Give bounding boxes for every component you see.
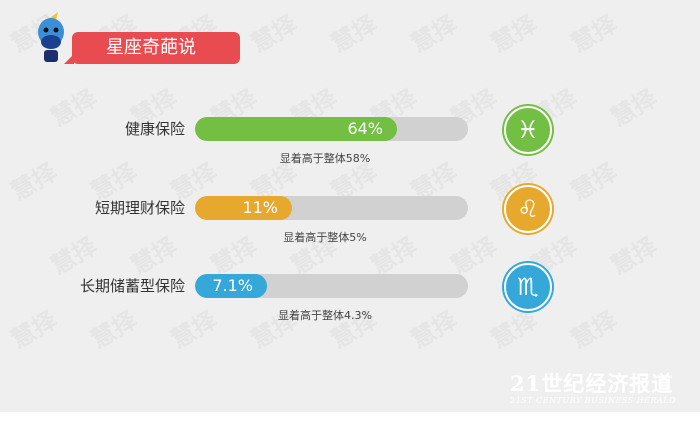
bar: 7.1% <box>195 274 267 298</box>
watermark: 慧择 <box>166 306 222 354</box>
watermark: 慧择 <box>606 84 662 132</box>
watermark: 慧择 <box>446 232 502 280</box>
watermark: 慧择 <box>6 158 62 206</box>
watermark: 慧择 <box>86 306 142 354</box>
value-label: 64% <box>347 119 383 138</box>
value-label: 11% <box>242 198 278 217</box>
value-label: 7.1% <box>212 276 253 295</box>
watermark: 慧择 <box>406 306 462 354</box>
watermark: 慧择 <box>566 306 622 354</box>
infographic: 慧择慧择慧择慧择慧择慧择慧择慧择慧择慧择慧择慧择慧择慧择慧择慧择慧择慧择慧择慧择… <box>0 0 700 412</box>
brand-logo: 21世纪经济报道 21ST CENTURY BUSINESS HERALD <box>510 372 676 406</box>
brand-cn: 21世纪经济报道 <box>510 371 674 396</box>
brand-en: 21ST CENTURY BUSINESS HERALD <box>510 396 676 405</box>
pisces-icon: ♓ <box>504 106 552 154</box>
watermark: 慧择 <box>486 306 542 354</box>
watermark: 慧择 <box>486 10 542 58</box>
watermark: 慧择 <box>246 10 302 58</box>
mascot-icon <box>38 12 64 62</box>
category-label: 健康保险 <box>124 120 185 138</box>
watermark: 慧择 <box>6 306 62 354</box>
watermark: 慧择 <box>46 232 102 280</box>
watermark: 慧择 <box>606 232 662 280</box>
leo-icon: ♌ <box>504 185 552 233</box>
comparison-note: 显着高于整体4.3% <box>278 309 372 322</box>
bar-track: 7.1% <box>195 274 468 298</box>
comparison-note: 显着高于整体5% <box>283 231 367 244</box>
watermark: 慧择 <box>566 158 622 206</box>
bar: 64% <box>195 117 397 141</box>
watermark: 慧择 <box>46 84 102 132</box>
scorpio-icon: ♏ <box>504 263 552 311</box>
watermark: 慧择 <box>326 10 382 58</box>
watermark: 慧择 <box>126 232 182 280</box>
watermark: 慧择 <box>406 10 462 58</box>
watermark: 慧择 <box>566 10 622 58</box>
comparison-note: 显着高于整体58% <box>279 152 371 165</box>
category-label: 短期理财保险 <box>94 199 185 217</box>
section-title: 星座奇葩说 <box>64 32 240 64</box>
category-label: 长期储蓄型保险 <box>79 277 185 295</box>
bar: 11% <box>195 196 292 220</box>
bar-track: 64% <box>195 117 468 141</box>
bar-track: 11% <box>195 196 468 220</box>
page-footer <box>0 412 700 422</box>
